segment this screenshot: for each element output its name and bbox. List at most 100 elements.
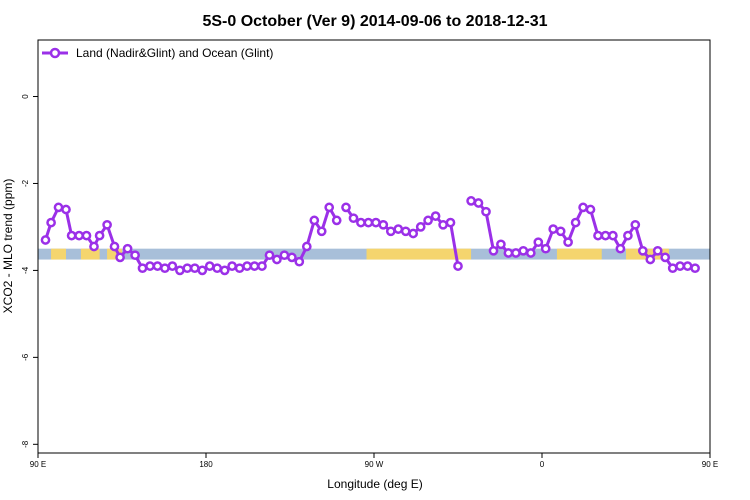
data-point — [593, 230, 603, 241]
data-point — [555, 226, 566, 237]
x-tick-label: 180 — [199, 460, 213, 469]
data-point — [324, 202, 335, 213]
data-point — [385, 226, 396, 237]
legend-entry-label: Land (Nadir&Glint) and Ocean (Glint) — [76, 46, 273, 60]
plot-area-frame — [37, 39, 711, 454]
data-point — [122, 243, 133, 254]
land-segment — [366, 248, 472, 260]
data-point — [109, 241, 120, 252]
data-point — [53, 202, 64, 213]
data-point — [356, 217, 366, 228]
data-point — [415, 222, 426, 232]
data-point — [511, 248, 521, 258]
x-tick-label: 0 — [540, 460, 545, 469]
data-point — [570, 217, 581, 228]
data-point — [548, 224, 559, 234]
data-point — [423, 215, 433, 226]
data-point — [630, 219, 641, 230]
data-point — [102, 219, 112, 230]
x-tick-label: 90 E — [702, 460, 718, 469]
data-point — [189, 263, 200, 274]
data-point — [145, 261, 155, 271]
data-point — [466, 196, 476, 206]
data-point — [652, 245, 663, 256]
y-axis-label: XCO2 - MLO trend (ppm) — [1, 179, 15, 314]
x-tick-label: 90 W — [365, 460, 384, 469]
x-tick-label: 90 E — [30, 460, 46, 469]
data-point — [249, 261, 260, 271]
land-segment — [556, 248, 602, 260]
data-point — [445, 217, 456, 228]
data-point — [219, 265, 230, 276]
data-point — [675, 261, 685, 271]
data-point — [264, 250, 275, 261]
land-segment — [80, 248, 100, 260]
y-tick-label: -2 — [21, 179, 30, 187]
data-point — [408, 228, 419, 239]
data-point — [74, 230, 84, 241]
data-point — [137, 263, 148, 274]
data-point — [525, 248, 536, 258]
data-point — [481, 206, 491, 217]
data-point — [393, 224, 404, 234]
x-axis: 90 E 180 90 W 0 90 E — [30, 453, 718, 469]
data-point — [378, 219, 389, 230]
data-point — [175, 265, 185, 276]
y-tick-label: -6 — [21, 353, 30, 361]
data-point — [81, 230, 92, 241]
data-point — [438, 219, 448, 230]
data-point — [212, 263, 223, 274]
data-point — [197, 265, 208, 276]
data-point — [371, 217, 381, 228]
data-point — [89, 241, 99, 252]
data-point — [363, 217, 374, 228]
data-point — [682, 261, 693, 271]
data-point — [130, 250, 140, 261]
legend-marker-swatch — [49, 47, 61, 59]
data-point — [294, 256, 305, 267]
data-point — [61, 204, 71, 215]
data-point — [242, 261, 252, 271]
land-segment — [107, 248, 122, 260]
data-point — [585, 204, 596, 215]
land-segment — [51, 248, 66, 260]
data-point — [615, 243, 626, 254]
data-point — [94, 230, 105, 241]
data-point — [473, 198, 484, 208]
data-point — [608, 230, 618, 241]
data-point — [600, 230, 611, 241]
data-point — [272, 254, 282, 265]
data-point — [563, 237, 573, 248]
y-axis: 0 -2 -4 -6 -8 — [21, 94, 38, 448]
y-tick-label: 0 — [21, 94, 30, 99]
data-point — [309, 215, 320, 226]
data-point — [331, 215, 342, 226]
data-point — [348, 213, 359, 224]
data-point — [257, 261, 267, 271]
data-point — [279, 250, 290, 261]
data-point — [645, 254, 656, 265]
legend: Land (Nadir&Glint) and Ocean (Glint) — [42, 46, 273, 60]
data-point — [518, 245, 529, 256]
data-point — [182, 263, 193, 274]
data-point — [227, 261, 237, 271]
data-point — [341, 202, 351, 213]
data-point — [533, 237, 544, 248]
data-point — [234, 263, 245, 274]
data-point — [40, 235, 51, 245]
data-point — [160, 263, 170, 274]
series-layer — [40, 196, 700, 276]
data-point — [430, 211, 441, 221]
data-point — [453, 261, 463, 271]
y-tick-label: -4 — [21, 266, 30, 274]
data-point — [287, 252, 297, 263]
data-point — [660, 252, 671, 263]
data-point — [66, 230, 77, 241]
data-point — [496, 239, 506, 250]
data-point — [204, 261, 215, 271]
data-point — [637, 245, 648, 256]
data-point — [115, 252, 125, 263]
y-tick-label: -8 — [21, 440, 30, 448]
data-point — [46, 217, 56, 228]
